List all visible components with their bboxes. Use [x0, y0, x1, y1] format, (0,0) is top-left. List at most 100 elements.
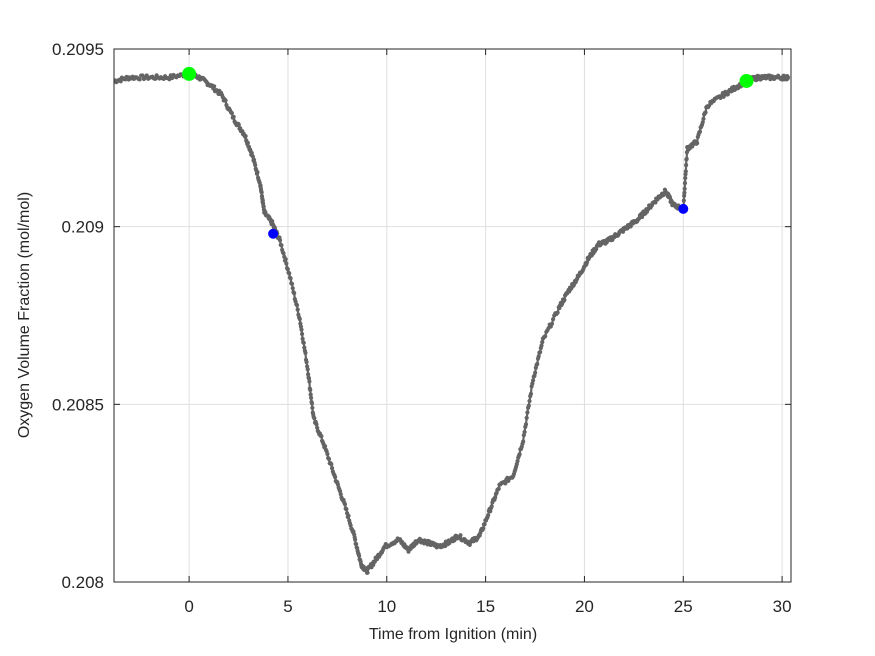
- data-point: [527, 398, 532, 404]
- x-tick-labels: 0 5 10 15 20 25 30: [184, 597, 791, 616]
- data-point: [329, 465, 335, 471]
- data-point: [250, 154, 256, 159]
- green-marker: [182, 66, 197, 81]
- data-point: [310, 405, 315, 411]
- data-point: [524, 415, 529, 420]
- data-point: [682, 186, 687, 191]
- data-point: [302, 345, 307, 350]
- data-point: [308, 392, 313, 397]
- data-point: [299, 327, 304, 332]
- data-point: [697, 129, 703, 134]
- data-point: [144, 73, 149, 78]
- data-point: [683, 163, 689, 168]
- data-point: [292, 291, 297, 296]
- x-axis-label: Time from Ignition (min): [369, 626, 537, 643]
- data-point: [700, 120, 705, 125]
- data-point: [284, 261, 289, 266]
- data-point: [285, 267, 290, 272]
- data-point: [517, 452, 522, 457]
- data-point: [521, 439, 526, 444]
- data-point: [458, 533, 463, 538]
- y-tick-label: 0.2095: [52, 40, 104, 59]
- data-point: [223, 98, 228, 103]
- data-point: [315, 425, 320, 430]
- data-point: [482, 522, 487, 527]
- data-point: [346, 513, 351, 518]
- axes-box: [113, 48, 792, 583]
- data-point: [530, 378, 536, 383]
- data-point: [329, 462, 334, 467]
- y-tick-label: 0.208: [61, 573, 104, 592]
- data-point: [653, 200, 658, 205]
- data-point: [528, 391, 534, 397]
- data-point: [785, 75, 791, 80]
- y-axis-label: Oxygen Volume Fraction (mol/mol): [16, 192, 33, 438]
- data-point: [229, 111, 234, 116]
- data-point: [639, 214, 645, 220]
- data-point: [533, 370, 538, 375]
- y-tick-labels: 0.208 0.2085 0.209 0.2095: [52, 40, 104, 592]
- x-tick-label: 10: [377, 597, 396, 616]
- data-point: [682, 193, 687, 198]
- x-tick-label: 25: [674, 597, 693, 616]
- data-point: [562, 297, 567, 302]
- data-point: [538, 350, 543, 355]
- x-tick-label: 30: [773, 597, 792, 616]
- data-point: [521, 433, 526, 438]
- y-tick-label: 0.2085: [52, 395, 104, 414]
- data-point: [683, 169, 688, 174]
- data-point: [535, 361, 540, 367]
- data-point: [683, 175, 688, 181]
- data-point: [140, 73, 145, 78]
- data-point: [496, 486, 501, 491]
- data-point: [682, 181, 688, 186]
- data-point: [550, 317, 556, 322]
- data-point: [338, 492, 343, 497]
- data-point: [682, 190, 687, 195]
- data-point: [322, 444, 328, 449]
- blue-marker: [678, 203, 689, 214]
- data-point: [681, 198, 686, 203]
- data-point: [236, 122, 241, 127]
- data-point: [287, 271, 292, 276]
- data-point: [543, 334, 548, 339]
- data-point: [319, 434, 324, 439]
- data-point: [549, 321, 555, 326]
- data-point: [308, 395, 314, 400]
- data-point: [231, 114, 236, 119]
- data-point: [300, 336, 305, 341]
- grid-lines: [114, 48, 791, 583]
- data-point: [295, 307, 300, 312]
- data-point: [137, 77, 142, 82]
- data-point: [281, 251, 286, 256]
- data-point: [695, 140, 700, 146]
- x-tick-label: 20: [575, 597, 594, 616]
- data-point: [481, 526, 486, 531]
- x-tick-label: 5: [283, 597, 292, 616]
- blue-marker: [268, 228, 279, 239]
- data-point: [260, 198, 265, 203]
- data-point: [212, 84, 217, 89]
- data-point: [297, 317, 302, 322]
- data-point: [354, 541, 359, 547]
- data-point: [283, 257, 288, 262]
- data-point: [525, 410, 530, 415]
- data-point: [353, 537, 358, 542]
- data-point: [365, 570, 370, 575]
- data-point: [308, 387, 313, 393]
- data-point: [314, 422, 319, 427]
- data-point: [243, 133, 248, 139]
- data-point: [326, 456, 332, 462]
- data-point: [536, 354, 541, 359]
- data-point: [288, 276, 293, 281]
- data-point: [515, 459, 520, 464]
- data-point: [486, 513, 491, 518]
- data-point: [301, 340, 306, 345]
- data-point: [304, 359, 309, 365]
- data-point: [523, 422, 529, 427]
- y-tick-label: 0.209: [61, 218, 104, 237]
- data-point: [277, 238, 283, 243]
- data-point: [342, 502, 348, 507]
- data-point: [261, 204, 266, 209]
